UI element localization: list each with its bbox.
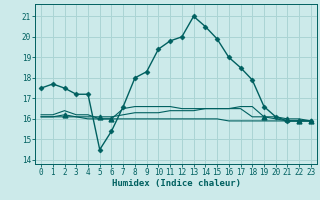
X-axis label: Humidex (Indice chaleur): Humidex (Indice chaleur) (111, 179, 241, 188)
